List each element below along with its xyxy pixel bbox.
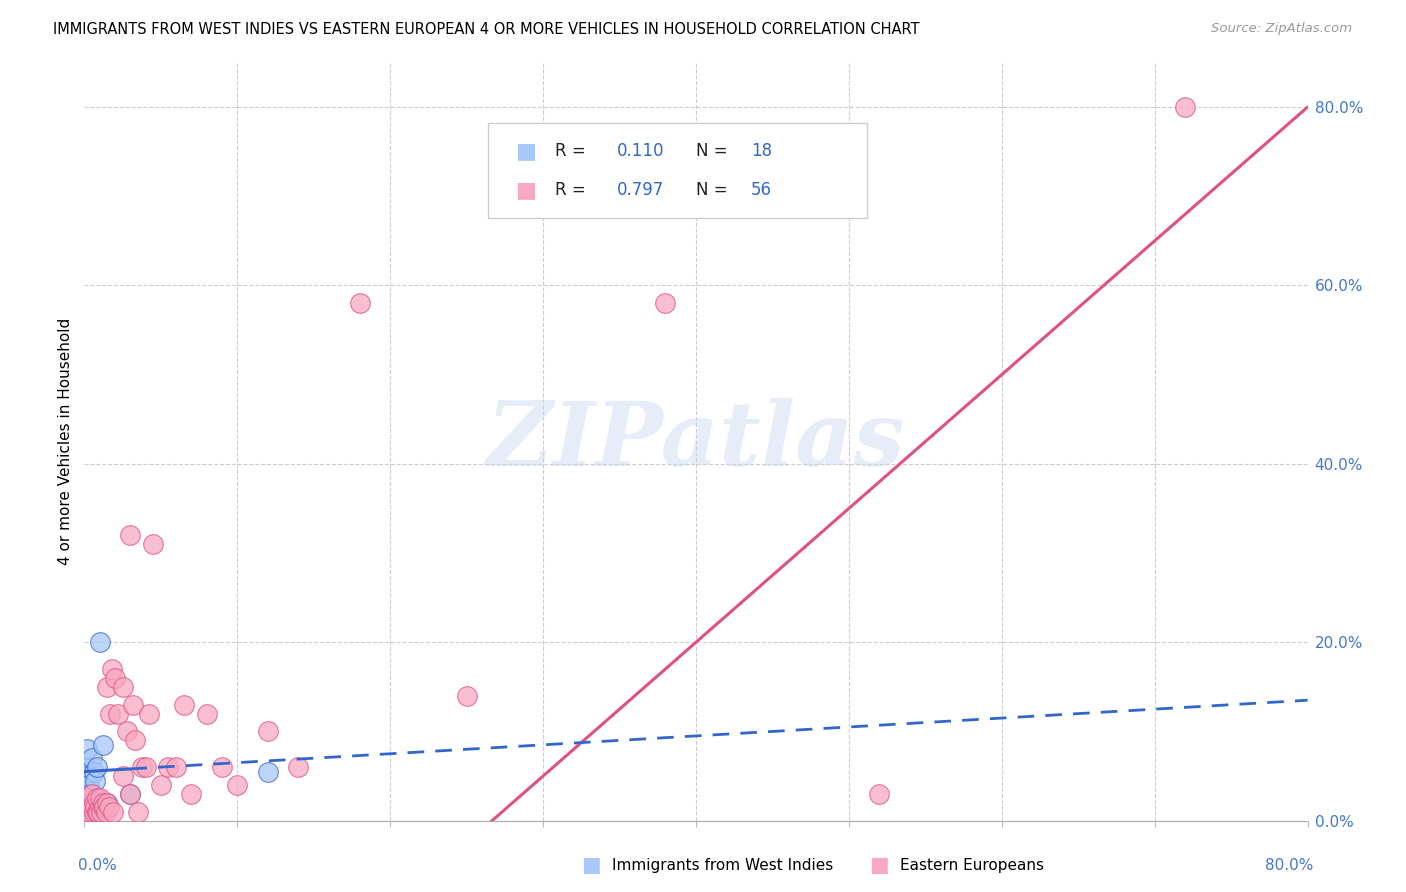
Text: ZIPatlas: ZIPatlas (488, 399, 904, 484)
Point (98, 706, 121, 721)
Point (257, 764, 280, 779)
Text: 80.0%: 80.0% (1265, 858, 1313, 873)
Point (84, 773, 107, 788)
Point (149, 778, 172, 792)
Point (89, 791, 111, 805)
Point (173, 698, 195, 712)
Point (86, 796, 108, 810)
Point (115, 724, 138, 739)
Point (101, 662, 124, 676)
Text: R =: R = (555, 143, 592, 161)
Y-axis label: 4 or more Vehicles in Household: 4 or more Vehicles in Household (58, 318, 73, 566)
Point (96, 796, 118, 810)
Point (87, 805, 110, 819)
Text: 0.797: 0.797 (616, 181, 664, 199)
Point (94, 805, 117, 819)
Point (120, 528, 142, 542)
Point (211, 760, 233, 774)
Text: 0.110: 0.110 (616, 143, 664, 161)
Point (349, 296, 371, 310)
Point (80, 800, 103, 814)
Point (90, 805, 112, 819)
Text: ■: ■ (581, 855, 600, 875)
Point (138, 706, 160, 721)
Point (96, 680, 118, 694)
Point (83, 796, 105, 810)
Text: N =: N = (696, 181, 733, 199)
Point (86, 791, 108, 805)
Point (131, 760, 153, 774)
Point (77, 809, 100, 823)
Point (111, 680, 134, 694)
Point (287, 760, 309, 774)
Point (79, 787, 101, 801)
Point (77, 796, 100, 810)
Text: Eastern Europeans: Eastern Europeans (900, 858, 1043, 872)
Point (165, 760, 187, 774)
Text: ■: ■ (869, 855, 889, 875)
Text: N =: N = (696, 143, 733, 161)
Text: 18: 18 (751, 143, 772, 161)
Point (91, 738, 114, 752)
Point (76, 791, 98, 805)
Point (77, 778, 100, 792)
Point (96, 796, 118, 810)
Point (135, 760, 157, 774)
Point (83, 805, 105, 819)
Point (76, 769, 98, 783)
Point (157, 760, 180, 774)
Point (89, 635, 111, 649)
Point (84, 800, 107, 814)
Point (76, 742, 98, 756)
Text: IMMIGRANTS FROM WEST INDIES VS EASTERN EUROPEAN 4 OR MORE VEHICLES IN HOUSEHOLD : IMMIGRANTS FROM WEST INDIES VS EASTERN E… (53, 22, 920, 37)
FancyBboxPatch shape (488, 123, 868, 218)
Text: R =: R = (555, 181, 592, 199)
Point (97, 800, 120, 814)
Point (195, 706, 218, 721)
Point (91, 796, 114, 810)
Point (86, 760, 108, 774)
Point (127, 805, 149, 819)
Point (79, 805, 101, 819)
Point (120, 787, 142, 801)
Point (89, 800, 111, 814)
Text: 0.0%: 0.0% (79, 858, 117, 873)
Point (75, 760, 97, 774)
Point (111, 769, 134, 783)
Point (869, 787, 891, 801)
Point (456, 689, 478, 703)
Point (180, 787, 202, 801)
Point (122, 698, 145, 712)
Point (124, 733, 146, 747)
Text: Immigrants from West Indies: Immigrants from West Indies (612, 858, 832, 872)
Point (79, 796, 101, 810)
Point (120, 787, 142, 801)
Point (86, 805, 108, 819)
Text: 56: 56 (751, 181, 772, 199)
Point (93, 800, 115, 814)
Point (76, 800, 98, 814)
Point (91, 800, 114, 814)
Point (83, 764, 105, 779)
Text: ■: ■ (516, 179, 537, 200)
Text: ■: ■ (516, 141, 537, 161)
Point (80, 800, 103, 814)
Point (257, 724, 280, 739)
Point (80, 751, 103, 765)
Point (142, 537, 165, 551)
Point (654, 296, 676, 310)
Text: Source: ZipAtlas.com: Source: ZipAtlas.com (1212, 22, 1353, 36)
Point (75, 805, 97, 819)
Point (80, 787, 103, 801)
Point (1174, 100, 1197, 114)
Point (104, 671, 127, 685)
Point (103, 805, 125, 819)
Point (107, 706, 129, 721)
Point (226, 778, 249, 792)
Point (75, 805, 97, 819)
